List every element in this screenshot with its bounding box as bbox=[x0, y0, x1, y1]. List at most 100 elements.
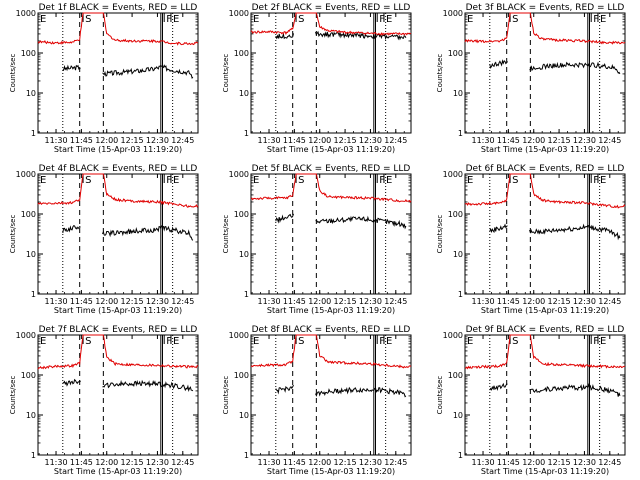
x-tick-label: 12:45 bbox=[598, 136, 621, 145]
marker-label-S: S bbox=[512, 175, 518, 186]
plot-frame bbox=[464, 12, 626, 134]
x-tick-label: 12:45 bbox=[384, 297, 407, 306]
x-tick-label: 12:00 bbox=[95, 297, 118, 306]
events-series-line-seg2 bbox=[102, 64, 194, 80]
x-axis-label: Start Time (15-Apr-03 11:19:20) bbox=[267, 306, 395, 315]
x-tick-label: 11:30 bbox=[471, 136, 494, 145]
marker-label-E: E bbox=[253, 336, 259, 347]
marker-label-S: S bbox=[512, 336, 518, 347]
x-tick-label: 12:00 bbox=[95, 458, 118, 467]
x-tick-label: 12:30 bbox=[573, 297, 596, 306]
x-axis-label: Start Time (15-Apr-03 11:19:20) bbox=[481, 145, 609, 154]
panel-det-4: Det 4f BLACK = Events, RED = LLD 1 10 100 10… bbox=[9, 164, 199, 315]
lld-series-line bbox=[250, 173, 412, 203]
panel-title: Det 3f BLACK = Events, RED = LLD bbox=[466, 3, 625, 13]
y-tick-label: 100 bbox=[234, 49, 249, 58]
y-tick-label: 100 bbox=[234, 371, 249, 380]
marker-label-E: E bbox=[173, 175, 179, 186]
x-tick-label: 12:15 bbox=[121, 458, 144, 467]
x-tick-label: 12:45 bbox=[171, 297, 194, 306]
x-tick-label: 12:30 bbox=[359, 136, 382, 145]
plot-frame bbox=[250, 173, 412, 295]
x-tick-label: 12:45 bbox=[598, 297, 621, 306]
y-axis-label: Counts/sec bbox=[222, 376, 230, 415]
y-tick-label: 1000 bbox=[229, 9, 249, 18]
marker-label-E: E bbox=[600, 336, 606, 347]
x-tick-label: 12:15 bbox=[121, 136, 144, 145]
x-axis-label: Start Time (15-Apr-03 11:19:20) bbox=[267, 145, 395, 154]
x-tick-label: 12:30 bbox=[359, 458, 382, 467]
x-tick-label: 12:15 bbox=[334, 297, 357, 306]
x-tick-label: 12:00 bbox=[522, 458, 545, 467]
panel-title: Det 7f BLACK = Events, RED = LLD bbox=[39, 325, 198, 335]
x-tick-label: 11:30 bbox=[471, 297, 494, 306]
marker-label-S: S bbox=[85, 336, 91, 347]
marker-label-E: E bbox=[173, 336, 179, 347]
marker-label-E: E bbox=[467, 336, 473, 347]
events-series-line-seg1 bbox=[62, 378, 81, 387]
panel-title: Det 9f BLACK = Events, RED = LLD bbox=[466, 325, 625, 335]
panel-title: Det 6f BLACK = Events, RED = LLD bbox=[466, 164, 625, 174]
marker-label-S: S bbox=[85, 175, 91, 186]
x-tick-label: 12:30 bbox=[573, 136, 596, 145]
x-tick-label: 11:30 bbox=[44, 297, 67, 306]
y-tick-label: 1 bbox=[244, 129, 249, 138]
x-tick-label: 12:00 bbox=[522, 136, 545, 145]
x-tick-label: 11:45 bbox=[283, 458, 306, 467]
x-tick-label: 12:45 bbox=[384, 136, 407, 145]
events-series-line-seg1 bbox=[275, 213, 294, 224]
lld-series-line bbox=[37, 12, 198, 46]
events-series-line-seg2 bbox=[529, 383, 621, 397]
y-tick-label: 1000 bbox=[443, 9, 463, 18]
y-axis-label: Counts/sec bbox=[9, 54, 17, 93]
x-tick-label: 11:30 bbox=[44, 136, 67, 145]
marker-label-S: S bbox=[298, 336, 304, 347]
plot-frame bbox=[464, 173, 626, 295]
lld-series-line bbox=[37, 334, 199, 370]
panel-title: Det 8f BLACK = Events, RED = LLD bbox=[252, 325, 411, 335]
plot-frame bbox=[37, 173, 199, 295]
marker-label-E: E bbox=[386, 336, 392, 347]
x-tick-label: 12:15 bbox=[548, 136, 571, 145]
y-tick-label: 1000 bbox=[229, 331, 249, 340]
x-tick-label: 12:30 bbox=[146, 297, 169, 306]
marker-label-F: F bbox=[593, 175, 599, 186]
x-tick-label: 11:30 bbox=[257, 458, 280, 467]
y-axis-label: Counts/sec bbox=[9, 376, 17, 415]
y-tick-label: 10 bbox=[239, 411, 249, 420]
y-axis-label: Counts/sec bbox=[222, 54, 230, 93]
y-tick-label: 1000 bbox=[16, 331, 36, 340]
y-tick-label: 10 bbox=[453, 250, 463, 259]
panel-det-2: Det 2f BLACK = Events, RED = LLD 1 10 100 10… bbox=[222, 3, 412, 154]
y-axis-label: Counts/sec bbox=[436, 215, 444, 254]
x-tick-label: 12:00 bbox=[95, 136, 118, 145]
plot-frame bbox=[37, 12, 199, 134]
marker-label-E: E bbox=[173, 14, 179, 25]
panel-det-5: Det 5f BLACK = Events, RED = LLD 1 10 100 10… bbox=[222, 164, 412, 315]
x-tick-label: 11:45 bbox=[70, 458, 93, 467]
marker-label-F: F bbox=[166, 14, 172, 25]
x-tick-label: 12:45 bbox=[171, 458, 194, 467]
x-tick-label: 11:45 bbox=[70, 297, 93, 306]
events-series-line-seg1 bbox=[62, 224, 81, 234]
y-axis-label: Counts/sec bbox=[436, 54, 444, 93]
events-series-line-seg1 bbox=[275, 384, 294, 395]
marker-label-S: S bbox=[298, 175, 304, 186]
marker-label-E: E bbox=[40, 14, 46, 25]
x-tick-label: 11:30 bbox=[44, 458, 67, 467]
y-axis-label: Counts/sec bbox=[9, 215, 17, 254]
events-series-line-seg1 bbox=[275, 33, 294, 40]
marker-label-E: E bbox=[386, 175, 392, 186]
panel-title: Det 2f BLACK = Events, RED = LLD bbox=[252, 3, 411, 13]
plot-frame bbox=[250, 12, 412, 134]
events-series-line-seg1 bbox=[489, 382, 508, 392]
marker-label-F: F bbox=[593, 336, 599, 347]
y-tick-label: 100 bbox=[448, 49, 463, 58]
plot-frame bbox=[464, 334, 626, 456]
x-tick-label: 11:45 bbox=[283, 297, 306, 306]
x-tick-label: 12:00 bbox=[522, 297, 545, 306]
marker-label-E: E bbox=[253, 14, 259, 25]
panel-title: Det 1f BLACK = Events, RED = LLD bbox=[39, 3, 198, 13]
x-axis-label: Start Time (15-Apr-03 11:19:20) bbox=[481, 306, 609, 315]
x-tick-label: 11:30 bbox=[471, 458, 494, 467]
